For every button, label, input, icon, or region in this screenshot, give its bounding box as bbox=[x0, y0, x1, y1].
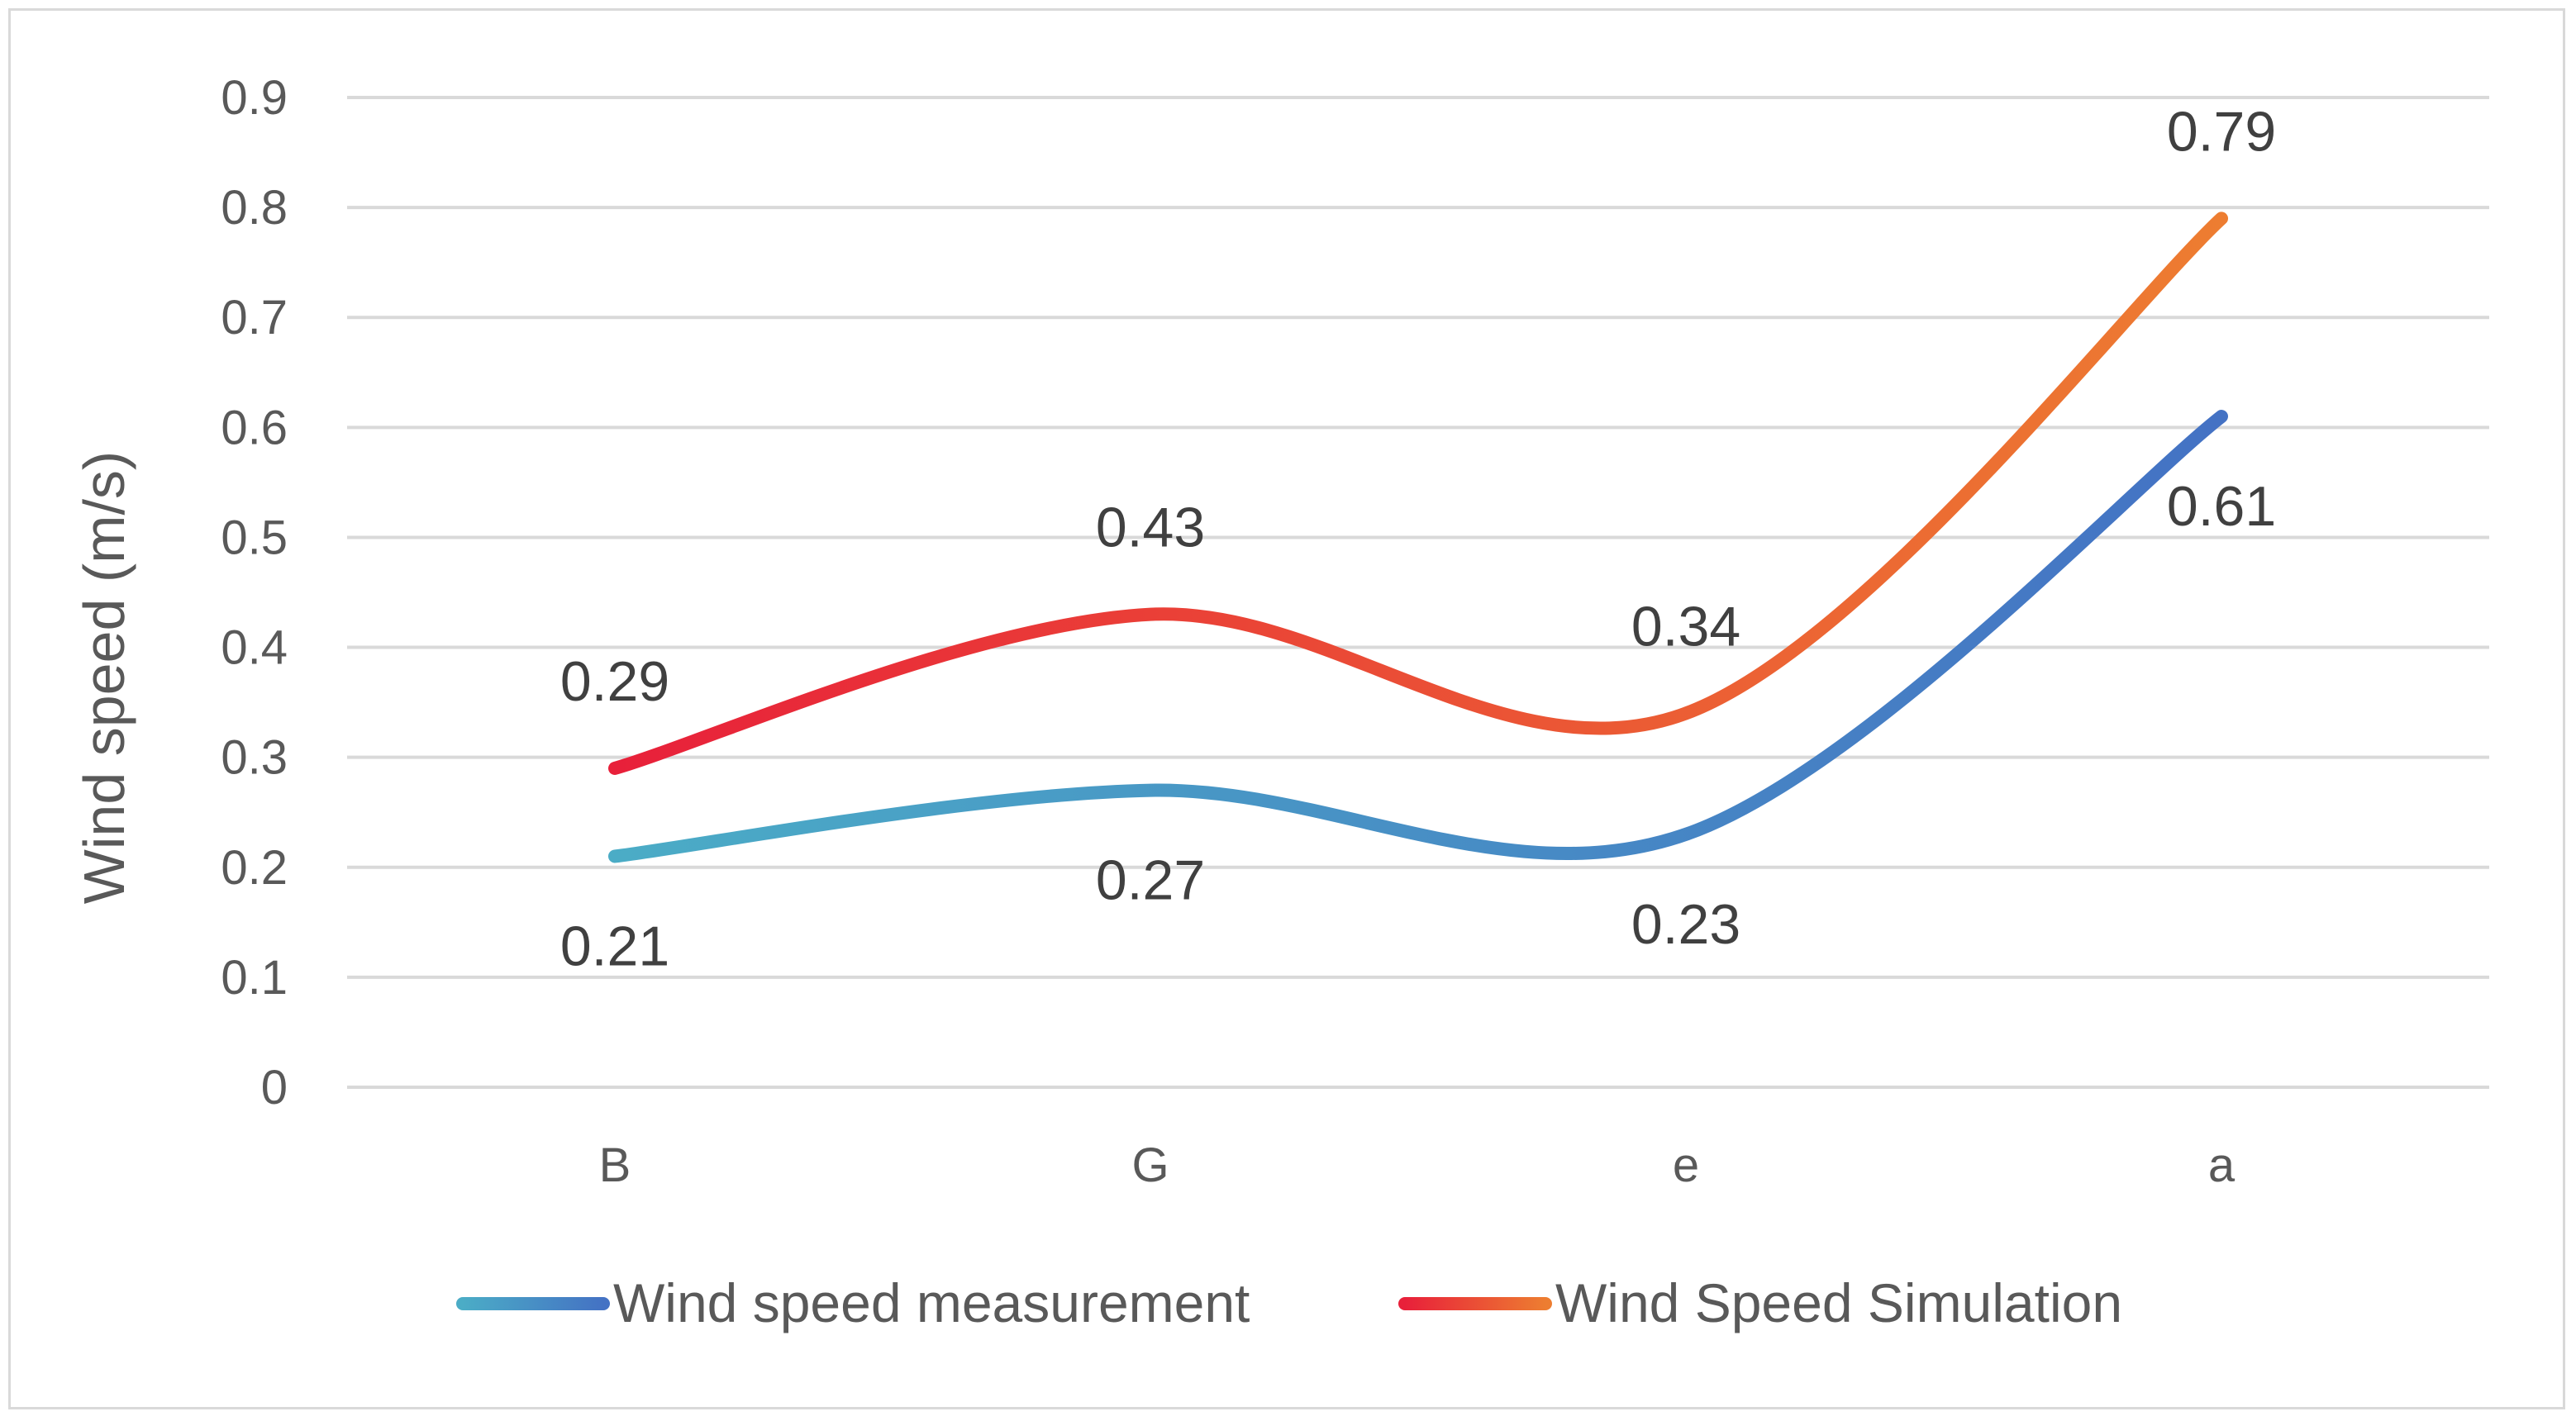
data-label: 0.34 bbox=[1631, 595, 1740, 658]
y-axis-label: Wind speed (m/s) bbox=[72, 451, 136, 904]
y-tick-label: 0.7 bbox=[221, 291, 288, 345]
data-label: 0.43 bbox=[1096, 497, 1205, 559]
x-tick-label: e bbox=[1673, 1138, 1699, 1192]
gridlines bbox=[347, 96, 2489, 1089]
x-tick-label: a bbox=[2208, 1138, 2236, 1192]
data-label: 0.29 bbox=[560, 650, 669, 713]
y-tick-label: 0.9 bbox=[221, 71, 288, 125]
x-tick-label: G bbox=[1131, 1138, 1169, 1192]
y-axis-ticks: 0 0.1 0.2 0.3 0.4 0.5 0.6 0.7 0.8 0.9 bbox=[221, 71, 288, 1114]
y-tick-label: 0.4 bbox=[221, 621, 288, 675]
y-tick-label: 0.1 bbox=[221, 951, 288, 1005]
legend-label-1: Wind Speed Simulation bbox=[1555, 1272, 2122, 1333]
series-line-0 bbox=[608, 410, 2228, 863]
series-lines bbox=[608, 211, 2228, 863]
y-tick-label: 0.2 bbox=[221, 841, 288, 895]
data-label: 0.27 bbox=[1096, 849, 1205, 912]
legend-label-0: Wind speed measurement bbox=[613, 1272, 1250, 1333]
x-tick-label: B bbox=[599, 1138, 631, 1192]
y-tick-label: 0.5 bbox=[221, 511, 288, 564]
y-tick-label: 0.6 bbox=[221, 401, 288, 454]
data-label: 0.21 bbox=[560, 915, 669, 977]
data-label: 0.23 bbox=[1631, 893, 1740, 956]
data-labels: 0.21 0.27 0.23 0.61 0.29 0.43 0.34 0.79 bbox=[560, 100, 2276, 977]
y-tick-label: 0.3 bbox=[221, 731, 288, 785]
data-label: 0.61 bbox=[2167, 475, 2276, 538]
y-tick-label: 0.8 bbox=[221, 181, 288, 235]
chart-frame bbox=[8, 8, 2565, 1409]
legend: Wind speed measurement Wind Speed Simulat… bbox=[456, 1272, 2122, 1333]
data-label: 0.79 bbox=[2167, 100, 2276, 163]
series-line-1 bbox=[608, 211, 2228, 775]
y-tick-label: 0 bbox=[261, 1061, 288, 1114]
